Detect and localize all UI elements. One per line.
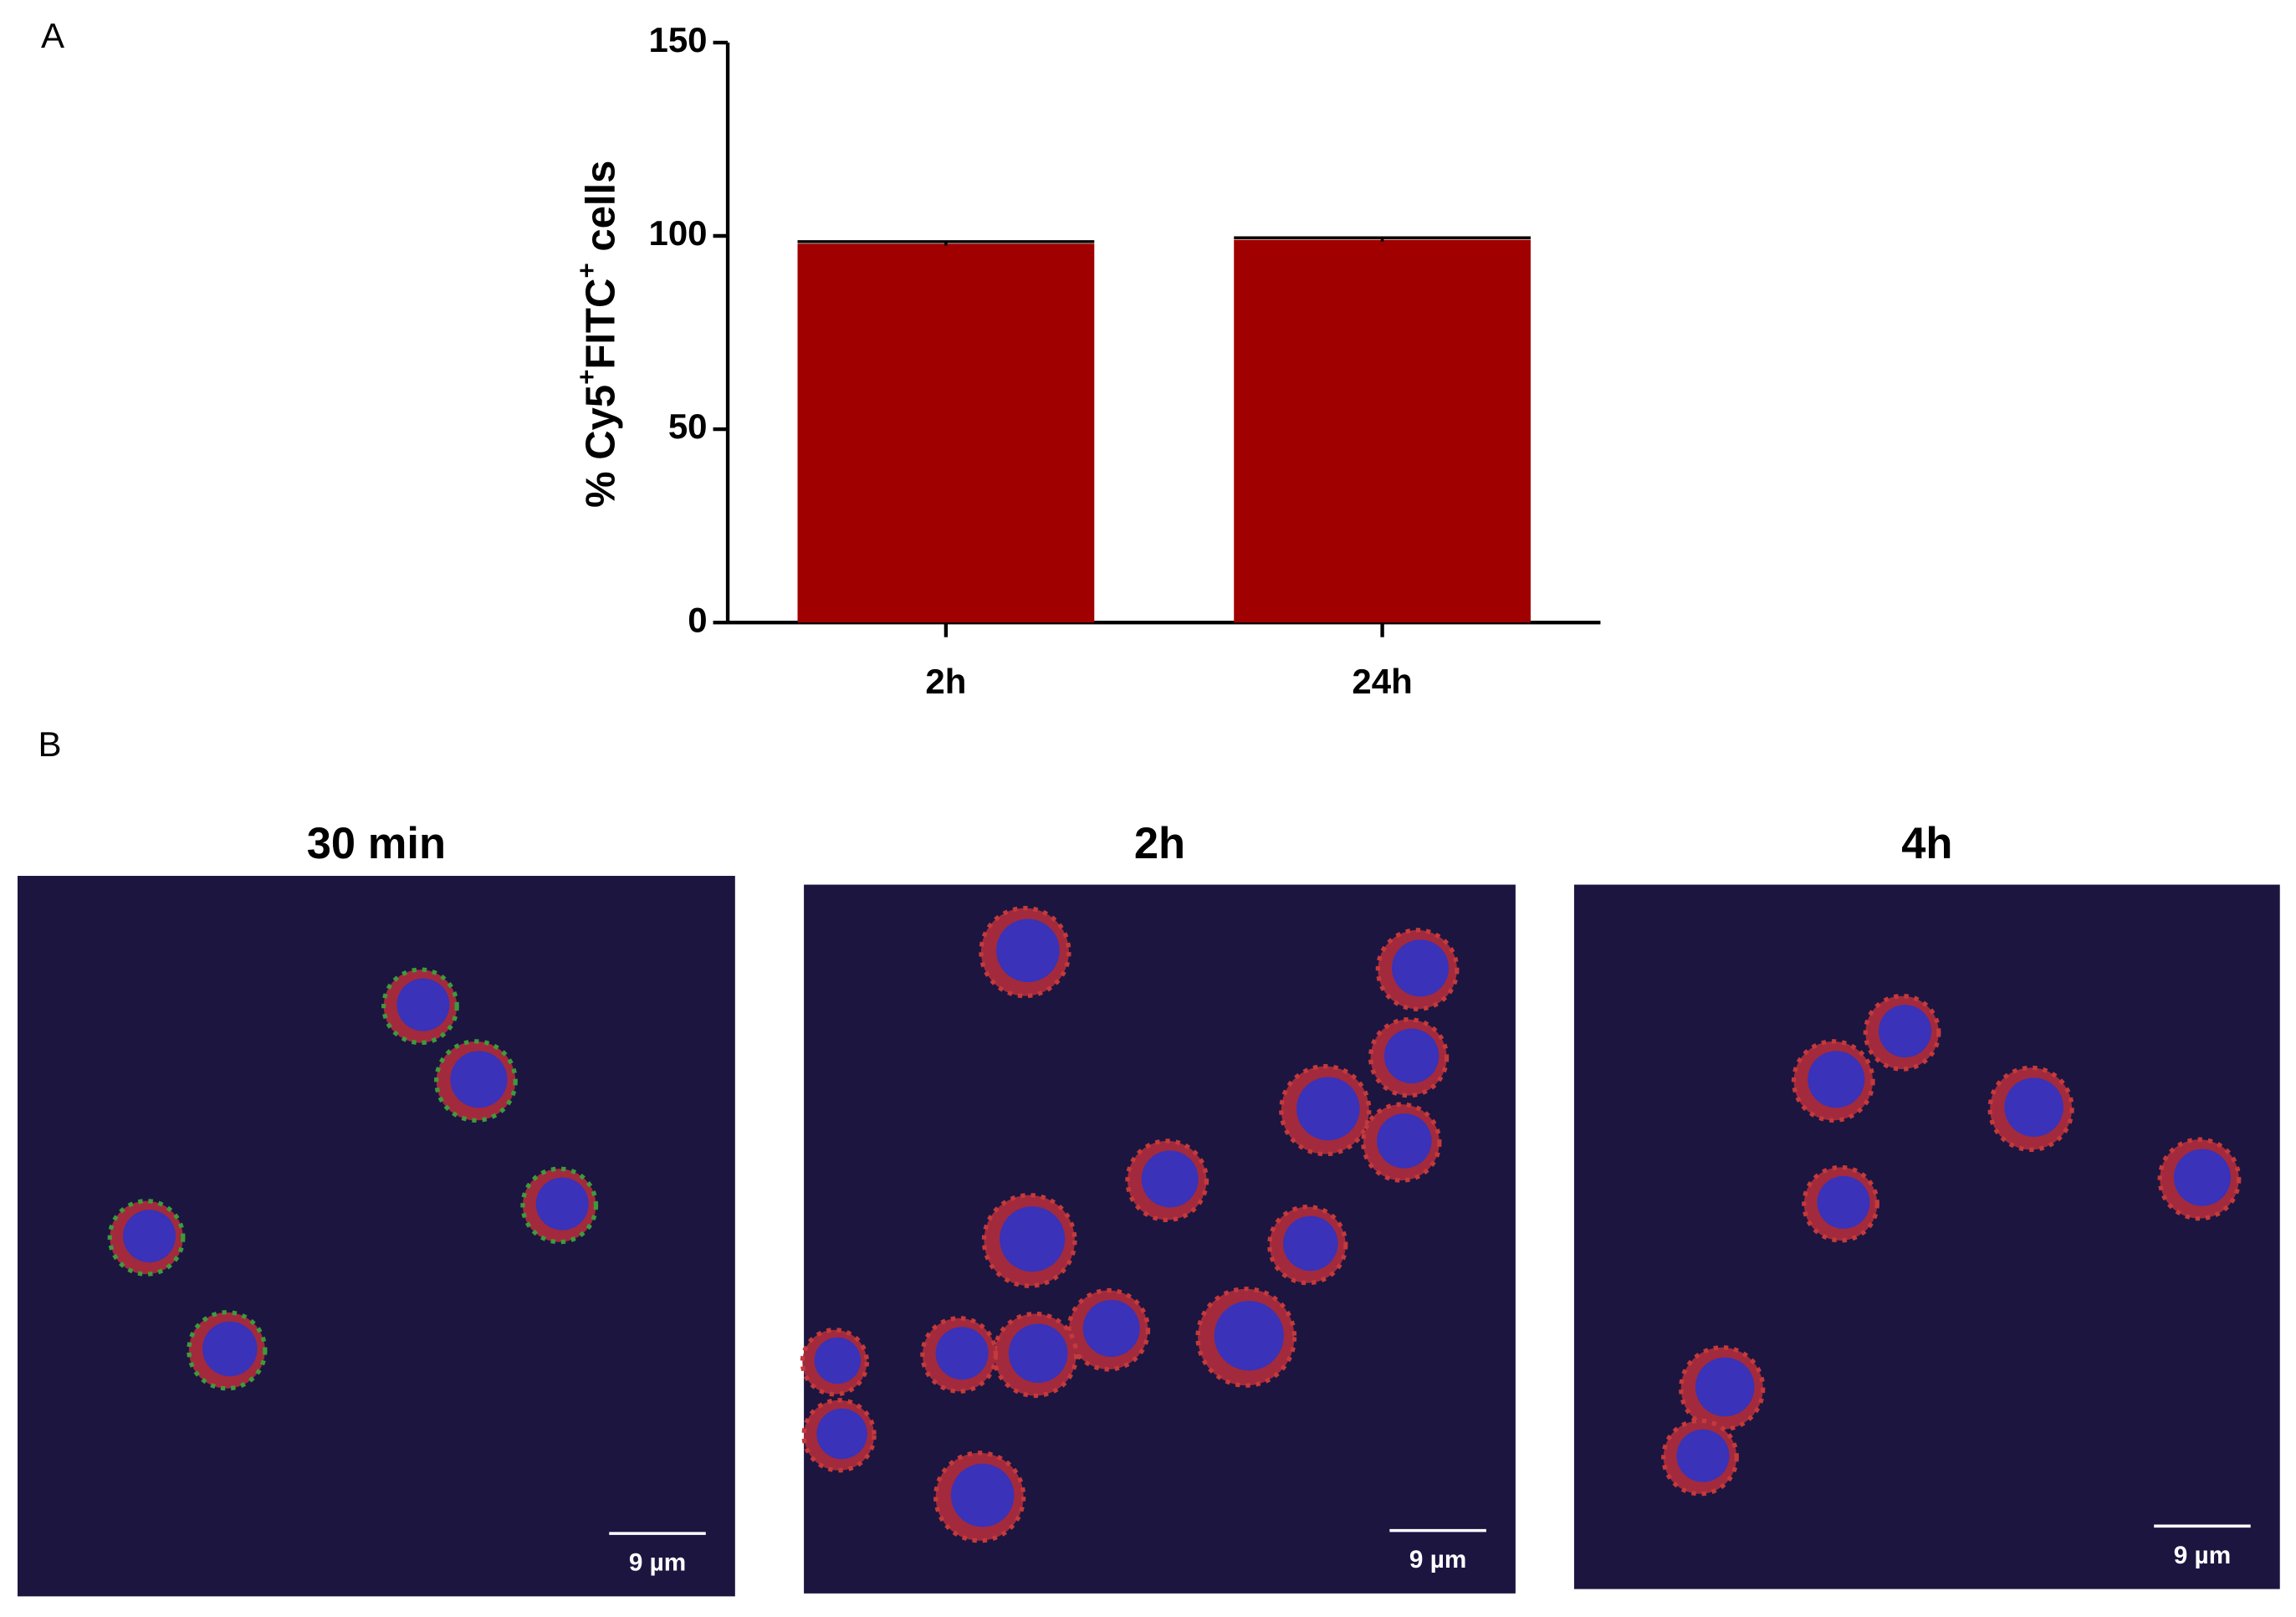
nucleus: [996, 919, 1060, 983]
nucleus: [1214, 1301, 1284, 1371]
scale-bar-label: 9 µm: [2174, 1542, 2231, 1569]
nucleus: [1296, 1077, 1360, 1141]
nucleus: [2004, 1077, 2063, 1137]
scale-bar-label: 9 µm: [1409, 1546, 1466, 1574]
y-tick-label: 50: [668, 407, 708, 446]
y-label-sup: +: [571, 263, 601, 278]
nucleus: [814, 1337, 862, 1384]
nucleus: [123, 1210, 176, 1263]
nucleus: [1808, 1051, 1865, 1108]
y-label-part: % Cy5: [578, 385, 623, 508]
nucleus: [1383, 1028, 1439, 1084]
bar: [797, 243, 1095, 623]
y-tick-label: 100: [648, 213, 707, 253]
image-title: 2h: [1134, 819, 1185, 868]
nucleus: [950, 1463, 1015, 1527]
bar: [1234, 239, 1531, 623]
nucleus: [816, 1408, 867, 1460]
y-label-part: cells: [578, 161, 623, 264]
y-tick-label: 150: [648, 20, 707, 59]
y-tick-label: 0: [688, 600, 707, 639]
nucleus: [2173, 1149, 2231, 1206]
nucleus: [935, 1327, 989, 1380]
nucleus: [1377, 1113, 1432, 1169]
nucleus: [1676, 1429, 1730, 1482]
nucleus: [1879, 1005, 1932, 1058]
nucleus: [396, 978, 450, 1031]
y-label-sup: +: [571, 369, 601, 384]
image-title: 30 min: [307, 819, 446, 868]
nucleus: [1817, 1175, 1870, 1229]
panel-label: A: [41, 16, 64, 55]
x-tick-label: 24h: [1352, 662, 1412, 701]
nucleus: [1695, 1357, 1755, 1417]
scale-bar-label: 9 µm: [629, 1549, 686, 1577]
nucleus: [1141, 1150, 1199, 1208]
nucleus: [1392, 939, 1450, 997]
panel-label: B: [38, 724, 62, 764]
nucleus: [1283, 1215, 1338, 1272]
nucleus: [1082, 1299, 1140, 1358]
y-axis-label: % Cy5+FITC+ cells: [571, 161, 623, 508]
nucleus: [202, 1321, 258, 1377]
nucleus: [535, 1177, 589, 1231]
x-tick-label: 2h: [925, 662, 966, 701]
nucleus: [1008, 1323, 1068, 1384]
y-label-part: FITC: [578, 279, 623, 370]
nucleus: [450, 1051, 508, 1108]
image-title: 4h: [1901, 819, 1952, 868]
nucleus: [1000, 1206, 1066, 1272]
